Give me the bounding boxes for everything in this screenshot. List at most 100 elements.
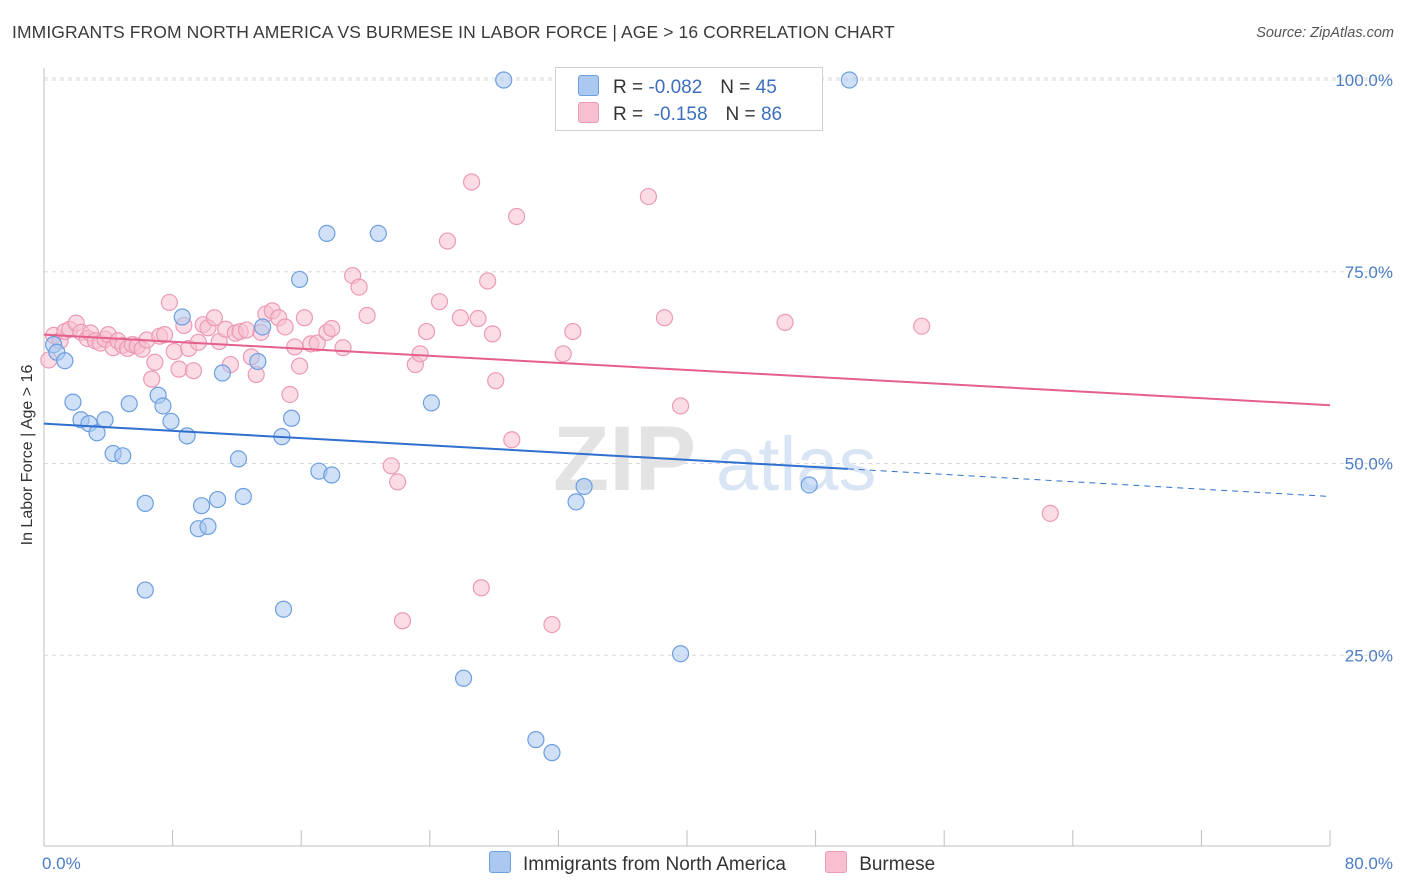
burmese-point <box>358 306 376 325</box>
burmese-point <box>469 309 487 328</box>
legend-swatch-pink <box>578 102 599 123</box>
burmese-point <box>564 322 582 341</box>
immigrants-point <box>454 669 473 687</box>
burmese-point <box>462 173 481 191</box>
burmese-points <box>40 173 1059 634</box>
immigrants-point <box>422 394 441 412</box>
burmese-point <box>503 431 521 449</box>
burmese-point <box>639 187 658 206</box>
burmese-point <box>451 309 469 327</box>
immigrants-points <box>45 71 858 762</box>
chart-title: IMMIGRANTS FROM NORTH AMERICA VS BURMESE… <box>12 22 895 42</box>
correlation-legend: R = -0.082 N = 45 R = -0.158 N = 86 <box>555 67 823 131</box>
immigrants-point <box>178 427 196 445</box>
immigrants-point <box>234 487 252 506</box>
burmese-point <box>143 370 161 388</box>
immigrants-point <box>527 731 545 749</box>
immigrants-point <box>274 600 293 618</box>
burmese-point <box>543 615 561 634</box>
burmese-point <box>165 342 183 361</box>
watermark: ZIP atlas <box>553 408 877 510</box>
immigrants-point <box>192 497 211 515</box>
immigrants-point <box>209 490 227 509</box>
burmese-point <box>411 345 429 363</box>
burmese-point <box>286 338 304 356</box>
trend-line-immigrants <box>43 422 848 470</box>
legend-row-burmese: R = -0.158 N = 86 <box>578 102 782 126</box>
axes <box>43 68 1331 847</box>
burmese-point <box>281 385 299 404</box>
legend-item-immigrants: Immigrants from North America <box>489 851 786 876</box>
immigrants-point <box>114 447 132 465</box>
immigrants-point <box>229 450 248 468</box>
burmese-point <box>184 362 203 380</box>
immigrants-point <box>543 744 561 762</box>
watermark-atlas: atlas <box>716 422 877 507</box>
burmese-point <box>290 357 309 375</box>
burmese-point <box>160 293 178 312</box>
burmese-point <box>487 372 505 390</box>
burmese-point <box>483 325 502 343</box>
legend-r-value-immigrants: -0.082 <box>648 77 703 98</box>
y-tick-label: 75.0% <box>1345 263 1393 282</box>
legend-r-label: R = <box>613 104 644 125</box>
trend-lines <box>43 333 1331 497</box>
immigrants-point <box>173 308 191 326</box>
immigrants-point <box>575 477 593 496</box>
immigrants-point <box>56 352 74 370</box>
immigrants-point <box>64 393 82 411</box>
y-tick-label: 25.0% <box>1345 646 1393 665</box>
legend-item-burmese: Burmese <box>825 851 935 876</box>
immigrants-point <box>249 352 267 371</box>
trend-line-burmese <box>43 333 1331 407</box>
burmese-point <box>479 272 497 290</box>
burmese-point <box>334 339 352 357</box>
y-tick-label: 50.0% <box>1345 455 1393 474</box>
trend-line-immigrants-extrapolated <box>847 468 1331 497</box>
burmese-point <box>350 278 368 296</box>
burmese-point <box>508 207 526 226</box>
immigrants-point <box>199 517 217 535</box>
immigrants-point <box>323 466 341 484</box>
burmese-point <box>323 319 341 338</box>
immigrants-point <box>671 645 690 663</box>
legend-swatch-blue <box>578 75 599 96</box>
burmese-point <box>382 457 400 475</box>
burmese-point <box>276 318 294 336</box>
legend-n-value-immigrants: 45 <box>755 77 777 98</box>
burmese-point <box>155 326 174 344</box>
legend-n-value-burmese: 86 <box>760 104 783 125</box>
burmese-point <box>170 360 188 378</box>
immigrants-point <box>800 476 818 494</box>
burmese-point <box>554 345 572 363</box>
immigrants-point <box>213 364 232 382</box>
x-tick-label-min: 0.0% <box>42 854 81 873</box>
legend-label-burmese: Burmese <box>859 854 936 875</box>
immigrants-point <box>136 494 154 512</box>
y-tick-label: 100.0% <box>1335 71 1393 90</box>
tick-labels: 25.0% 50.0% 75.0% 100.0% 0.0% 80.0% <box>42 71 1393 873</box>
legend-n-label: N = <box>725 104 756 125</box>
legend-r-label: R = <box>613 77 644 98</box>
immigrants-point <box>136 581 154 599</box>
burmese-point <box>913 317 931 335</box>
legend-n-label: N = <box>720 77 751 98</box>
burmese-point <box>671 397 690 415</box>
burmese-point <box>776 313 794 331</box>
immigrants-point <box>120 395 138 413</box>
immigrants-point <box>567 493 585 511</box>
source-credit: Source: ZipAtlas.com <box>1256 25 1394 41</box>
immigrants-point <box>154 397 172 415</box>
legend-row-immigrants: R = -0.082 N = 45 <box>578 75 777 99</box>
immigrants-point <box>840 71 858 89</box>
immigrants-point <box>369 224 387 242</box>
series-legend: Immigrants from North America Burmese <box>489 851 969 876</box>
burmese-point <box>655 309 674 327</box>
burmese-point <box>308 334 326 352</box>
gridlines <box>44 77 1392 656</box>
burmese-point <box>472 579 490 597</box>
legend-label-immigrants: Immigrants from North America <box>523 854 786 875</box>
burmese-point <box>237 321 256 339</box>
immigrants-point <box>495 71 513 89</box>
burmese-point <box>205 309 223 327</box>
